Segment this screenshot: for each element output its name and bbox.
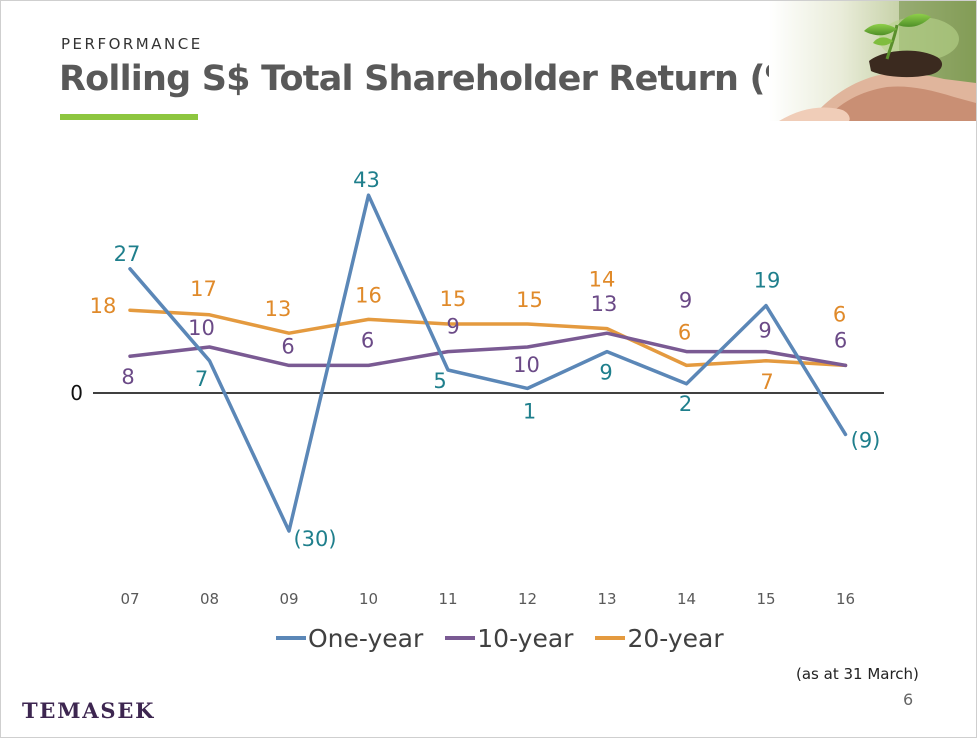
x-tick-label-11: 11 bbox=[438, 590, 457, 608]
legend-swatch-twenty-year bbox=[595, 636, 626, 640]
seedling-photo-art bbox=[769, 1, 976, 121]
data-label-one-year-13: 9 bbox=[599, 361, 612, 385]
data-label-twenty-year-12: 15 bbox=[516, 288, 543, 312]
data-label-twenty-year-13: 14 bbox=[589, 268, 616, 292]
x-tick-label-08: 08 bbox=[200, 590, 219, 608]
legend-item-one-year: One-year bbox=[276, 624, 423, 653]
data-label-ten-year-14: 9 bbox=[679, 289, 692, 313]
data-label-twenty-year-15: 7 bbox=[760, 370, 773, 394]
data-label-twenty-year-11: 15 bbox=[440, 287, 467, 311]
data-label-one-year-07: 27 bbox=[114, 242, 141, 266]
data-label-twenty-year-09: 13 bbox=[265, 297, 292, 321]
data-label-twenty-year-14: 6 bbox=[678, 320, 691, 344]
series-line-one-year bbox=[128, 193, 848, 533]
data-label-twenty-year-08: 17 bbox=[190, 277, 217, 301]
data-label-twenty-year-10: 16 bbox=[355, 283, 382, 307]
slide-title: Rolling S$ Total Shareholder Return (%) bbox=[59, 59, 815, 99]
legend-label-one-year: One-year bbox=[308, 623, 424, 653]
as-at-note: (as at 31 March) bbox=[796, 665, 919, 683]
data-label-ten-year-09: 6 bbox=[281, 334, 294, 358]
series-line-twenty-year bbox=[128, 308, 848, 368]
hands-holding-seedling-photo bbox=[769, 1, 976, 121]
series-line-ten-year bbox=[128, 331, 848, 368]
data-label-ten-year-07: 8 bbox=[121, 365, 134, 389]
data-label-twenty-year-07: 18 bbox=[90, 294, 117, 318]
data-label-one-year-16: (9) bbox=[851, 428, 881, 452]
data-label-one-year-12: 1 bbox=[523, 399, 536, 423]
legend-swatch-ten-year bbox=[445, 636, 476, 640]
data-label-one-year-08: 7 bbox=[195, 367, 208, 391]
chart-legend: One-year 10-year 20-year bbox=[276, 621, 724, 655]
data-label-ten-year-16: 6 bbox=[834, 328, 847, 352]
temasek-logo: TEMASEK bbox=[22, 698, 156, 723]
legend-label-ten-year: 10-year bbox=[477, 623, 574, 653]
data-label-ten-year-11: 9 bbox=[446, 315, 459, 339]
data-label-ten-year-15: 9 bbox=[758, 319, 771, 343]
x-tick-label-16: 16 bbox=[836, 590, 855, 608]
legend-item-twenty-year: 20-year bbox=[595, 623, 724, 653]
data-label-one-year-15: 19 bbox=[754, 269, 781, 293]
x-tick-label-07: 07 bbox=[120, 590, 139, 608]
legend-item-ten-year: 10-year bbox=[445, 624, 573, 653]
x-tick-label-09: 09 bbox=[279, 590, 298, 608]
data-label-one-year-14: 2 bbox=[679, 392, 692, 416]
section-kicker: PERFORMANCE bbox=[61, 35, 203, 53]
x-tick-label-15: 15 bbox=[756, 590, 775, 608]
data-label-twenty-year-16: 6 bbox=[833, 302, 846, 326]
tsr-line-chart: 007 08 09 10 11 12 13 14 15 16277(30)43519219(9)8… bbox=[70, 168, 884, 608]
data-label-ten-year-08: 10 bbox=[188, 316, 215, 340]
x-tick-label-12: 12 bbox=[518, 590, 537, 608]
data-label-one-year-10: 43 bbox=[353, 168, 380, 192]
data-label-ten-year-10: 6 bbox=[361, 328, 374, 352]
legend-label-twenty-year: 20-year bbox=[627, 623, 724, 653]
data-label-ten-year-13: 13 bbox=[591, 292, 618, 316]
zero-axis-label: 0 bbox=[70, 381, 83, 405]
x-tick-label-10: 10 bbox=[359, 590, 378, 608]
data-label-one-year-11: 5 bbox=[433, 369, 446, 393]
legend-swatch-one-year bbox=[276, 636, 306, 640]
title-underline bbox=[60, 114, 198, 120]
x-tick-label-13: 13 bbox=[597, 590, 616, 608]
data-label-ten-year-12: 10 bbox=[513, 353, 540, 377]
data-label-one-year-09: (30) bbox=[293, 527, 336, 551]
x-tick-label-14: 14 bbox=[677, 590, 696, 608]
page-number: 6 bbox=[903, 690, 914, 709]
